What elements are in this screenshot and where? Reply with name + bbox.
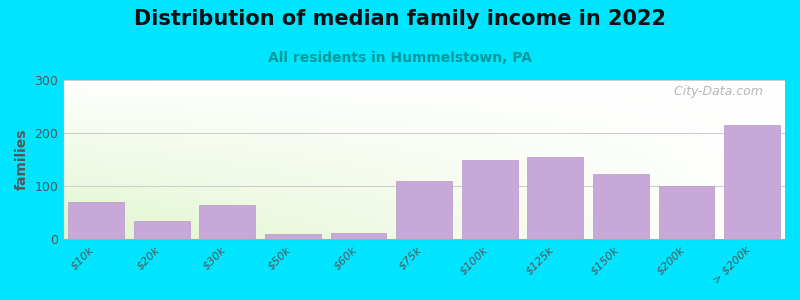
Bar [527,157,583,239]
Text: All residents in Hummelstown, PA: All residents in Hummelstown, PA [268,51,532,65]
Bar [724,125,780,239]
Bar [199,205,255,239]
Bar [658,186,714,239]
Bar [265,234,321,239]
Bar [396,181,452,239]
Bar [462,160,518,239]
Text: Distribution of median family income in 2022: Distribution of median family income in … [134,9,666,29]
Bar [68,202,124,239]
Bar [593,175,649,239]
Y-axis label: families: families [15,129,29,190]
Bar [134,220,190,239]
Bar [330,233,386,239]
Text: City-Data.com: City-Data.com [666,85,763,98]
